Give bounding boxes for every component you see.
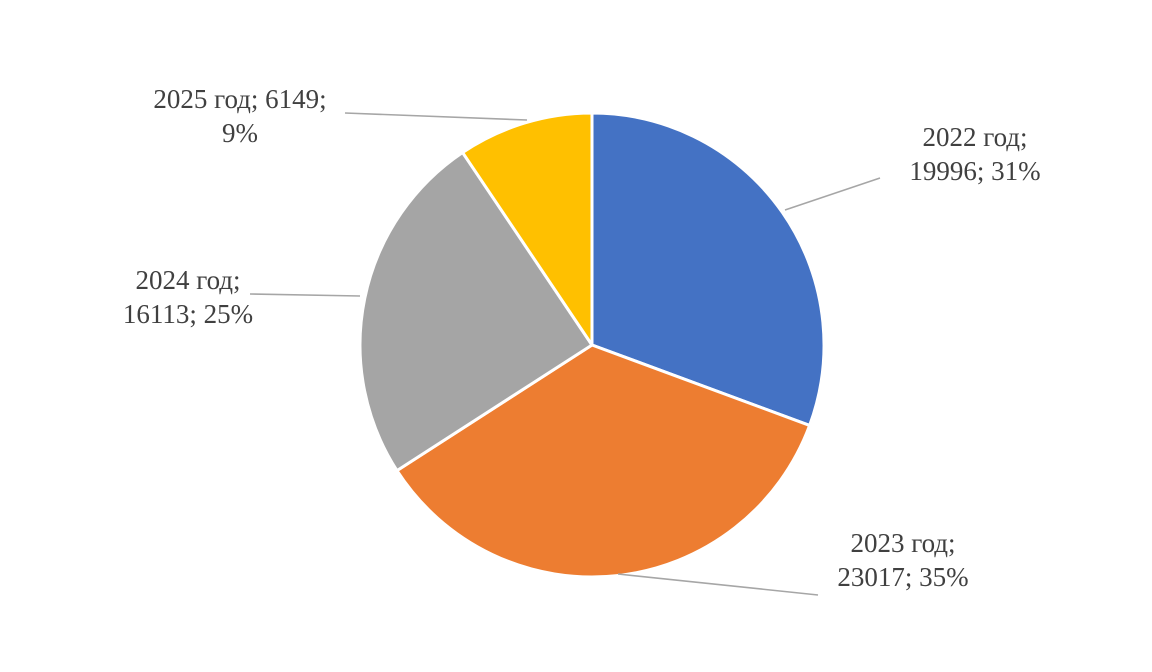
data-labels: 2022 год; 19996; 31%2023 год; 23017; 35%20…	[123, 84, 1041, 592]
data-label-line: 2025 год; 6149;	[153, 84, 326, 114]
pie-slice-4	[461, 111, 594, 347]
leader-lines	[249, 112, 881, 596]
data-label-4: 2025 год; 6149; 9%	[153, 84, 326, 148]
pie-slice-2	[395, 343, 812, 579]
data-label-line: 19996; 31%	[909, 156, 1040, 186]
data-label-line: 23017; 35%	[837, 562, 968, 592]
data-label-line: 2022 год;	[922, 122, 1027, 152]
pie-slice-1	[590, 111, 826, 427]
pie-slices	[358, 111, 826, 579]
data-label-line: 2024 год;	[135, 265, 240, 295]
leader-line-2	[617, 573, 819, 596]
data-label-3: 2024 год; 16113; 25%	[123, 265, 253, 329]
data-label-1: 2022 год; 19996; 31%	[909, 122, 1040, 186]
leader-line-3	[249, 293, 361, 297]
leader-line-4	[344, 112, 528, 121]
pie-slice-3	[358, 150, 594, 473]
leader-line-1	[784, 177, 881, 211]
data-label-line: 16113; 25%	[123, 299, 253, 329]
data-label-line: 2023 год;	[850, 528, 955, 558]
data-label-2: 2023 год; 23017; 35%	[837, 528, 968, 592]
data-label-line: 9%	[222, 118, 258, 148]
